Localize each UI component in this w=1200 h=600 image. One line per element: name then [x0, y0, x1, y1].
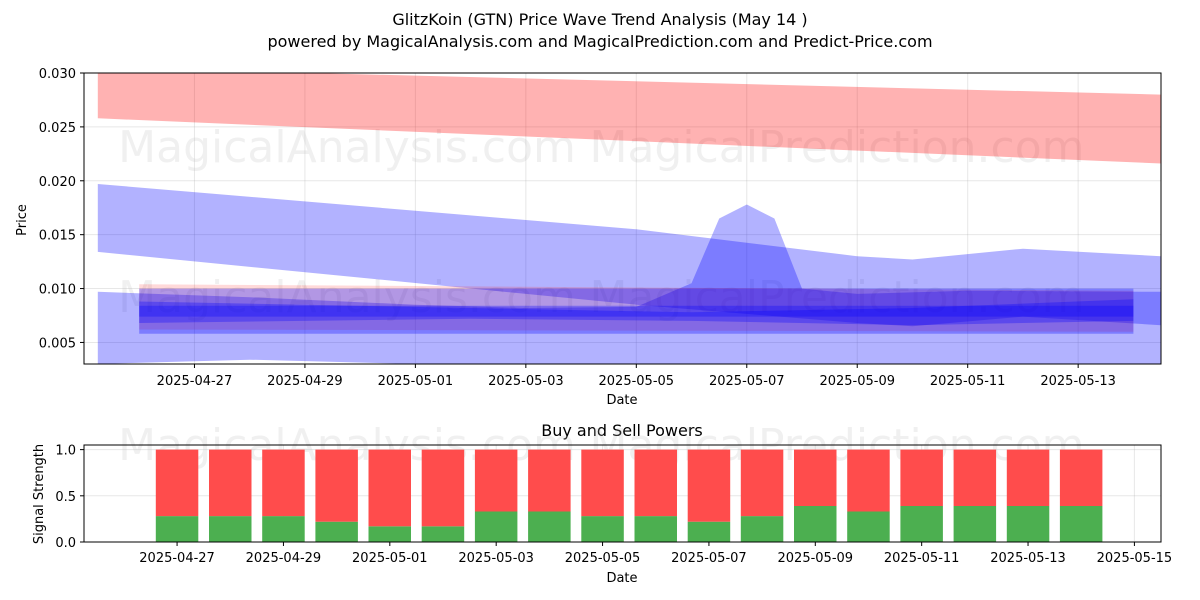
price-y-axis-label: Price — [15, 204, 30, 236]
sell-power-bar — [740, 449, 784, 517]
price-bands — [97, 73, 1161, 364]
price-wave-plot: MagicalAnalysis.com MagicalPrediction.co… — [15, 67, 1162, 408]
price-y-tick-label: 0.005 — [39, 336, 76, 351]
price-x-tick-label: 2025-05-09 — [819, 374, 895, 389]
signal-y-axis-label: Signal Strength — [32, 444, 47, 544]
signal-x-ticks: 2025-04-27 2025-04-29 2025-05-01 2025-05-03… — [139, 542, 1172, 566]
price-x-tick-label: 2025-05-11 — [930, 374, 1006, 389]
figure-title-line-2: powered by MagicalAnalysis.com and Magic… — [267, 32, 932, 51]
signal-x-tick-label: 2025-04-27 — [139, 551, 215, 566]
signal-x-tick-label: 2025-05-11 — [884, 551, 960, 566]
price-y-tick-label: 0.020 — [39, 175, 76, 190]
signal-x-tick-label: 2025-05-01 — [352, 551, 428, 566]
price-x-tick-label: 2025-04-27 — [157, 374, 233, 389]
sell-power-bar — [687, 449, 731, 522]
sell-power-bar — [209, 449, 252, 517]
signal-strength-plot: Buy and Sell Powers MagicalAnalysis.com … — [32, 420, 1172, 586]
buy-power-bar — [740, 516, 784, 542]
figure-title-line-1: GlitzKoin (GTN) Price Wave Trend Analysi… — [392, 10, 807, 29]
price-y-tick-label: 0.025 — [39, 121, 76, 136]
signal-x-tick-label: 2025-05-03 — [458, 551, 534, 566]
sell-power-bar — [155, 449, 199, 517]
sell-power-bar — [368, 449, 411, 527]
signal-plot-frame — [83, 444, 1162, 543]
signal-x-tick-label: 2025-05-05 — [565, 551, 641, 566]
sell-power-bar — [262, 449, 305, 517]
buy-power-bar — [581, 516, 624, 542]
price-band-5 — [139, 299, 1134, 326]
price-band-2 — [97, 204, 1161, 364]
price-plot-frame — [83, 72, 1162, 365]
signal-x-axis-label: Date — [606, 571, 637, 586]
buy-power-bar — [687, 521, 731, 542]
signal-x-tick-label: 2025-04-29 — [246, 551, 322, 566]
price-band-4 — [139, 288, 1134, 334]
signal-y-tick-label: 1.0 — [55, 444, 76, 459]
price-x-ticks: 2025-04-27 2025-04-29 2025-05-01 2025-05-03… — [157, 364, 1116, 389]
watermark-mid-left: MagicalAnalysis.com — [118, 272, 576, 323]
signal-y-tick-label: 0.0 — [55, 536, 76, 551]
buy-power-bar — [315, 521, 358, 542]
sell-power-bar — [581, 449, 624, 517]
sell-power-bar — [847, 449, 890, 512]
buy-power-bar — [421, 526, 465, 542]
buy-power-bar — [474, 511, 518, 542]
buy-power-bar — [953, 506, 997, 542]
price-band-6 — [139, 305, 1134, 317]
sell-power-bar — [794, 449, 837, 506]
sell-power-bar — [900, 449, 943, 506]
signal-x-tick-label: 2025-05-13 — [990, 551, 1066, 566]
buy-power-bar — [368, 526, 411, 542]
price-y-tick-label: 0.030 — [39, 67, 76, 82]
buy-power-bar — [794, 506, 837, 542]
price-y-ticks: 0.005 0.010 0.015 0.020 0.025 0.030 — [39, 67, 84, 351]
buy-power-bar — [634, 516, 677, 542]
price-x-tick-label: 2025-05-03 — [488, 374, 564, 389]
price-x-tick-label: 2025-05-07 — [709, 374, 785, 389]
sell-power-bar — [528, 449, 571, 512]
signal-y-ticks: 0.0 0.5 1.0 — [55, 444, 84, 551]
buy-power-bar — [262, 516, 305, 542]
price-band-3 — [139, 284, 1134, 332]
price-band-1 — [97, 184, 1161, 327]
sell-power-bar — [421, 449, 465, 527]
signal-y-tick-label: 0.5 — [55, 490, 76, 505]
sell-power-bar — [953, 449, 997, 506]
signal-x-tick-label: 2025-05-09 — [778, 551, 854, 566]
sell-power-bar — [634, 449, 677, 517]
price-x-tick-label: 2025-04-29 — [267, 374, 343, 389]
watermark-top-left: MagicalAnalysis.com — [118, 122, 576, 173]
buy-power-bar — [900, 506, 943, 542]
price-x-tick-label: 2025-05-05 — [599, 374, 675, 389]
buy-power-bar — [209, 516, 252, 542]
watermark-mid-right: MagicalPrediction.com — [590, 272, 1085, 323]
buy-power-bar — [155, 516, 199, 542]
signal-x-tick-label: 2025-05-07 — [671, 551, 747, 566]
sell-power-bar — [1006, 449, 1050, 506]
price-x-tick-label: 2025-05-13 — [1040, 374, 1116, 389]
signal-x-tick-label: 2025-05-15 — [1097, 551, 1173, 566]
price-y-tick-label: 0.010 — [39, 283, 76, 298]
sell-power-bar — [1059, 449, 1103, 506]
price-band-0 — [97, 73, 1161, 164]
price-x-axis-label: Date — [606, 393, 637, 408]
price-x-tick-label: 2025-05-01 — [378, 374, 454, 389]
sell-power-bar — [474, 449, 518, 512]
buy-power-bar — [1059, 506, 1103, 542]
buy-power-bar — [847, 511, 890, 542]
price-y-tick-label: 0.015 — [39, 229, 76, 244]
buy-power-bar — [528, 511, 571, 542]
buy-power-bar — [1006, 506, 1050, 542]
watermark-top-right: MagicalPrediction.com — [590, 122, 1085, 173]
signal-plot-title: Buy and Sell Powers — [541, 421, 703, 440]
sell-power-bar — [315, 449, 358, 522]
signal-bars — [155, 449, 1103, 542]
